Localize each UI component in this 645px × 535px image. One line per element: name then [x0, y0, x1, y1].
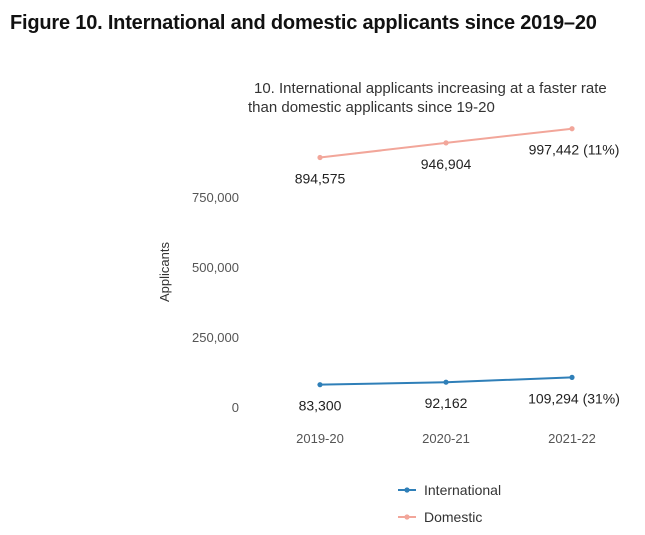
- data-point-international: [317, 382, 323, 388]
- data-label-domestic: 997,442 (11%): [529, 142, 620, 158]
- y-tick-label: 0: [232, 400, 239, 415]
- figure-title: Figure 10. International and domestic ap…: [10, 12, 597, 34]
- chart-title-line-2: than domestic applicants since 19-20: [248, 99, 495, 116]
- x-tick-label: 2020-21: [422, 431, 470, 446]
- legend-label-domestic: Domestic: [424, 509, 482, 525]
- legend-marker-domestic: [404, 514, 410, 520]
- chart-title-line-1: 10. International applicants increasing …: [254, 80, 607, 97]
- x-tick-label: 2019-20: [296, 431, 344, 446]
- data-label-domestic: 894,575: [295, 171, 346, 187]
- legend-label-international: International: [424, 482, 501, 498]
- x-tick-label: 2021-22: [548, 431, 596, 446]
- data-label-international: 83,300: [299, 398, 342, 414]
- data-point-domestic: [317, 154, 323, 161]
- legend-marker-international: [404, 487, 410, 493]
- y-tick-label: 750,000: [192, 190, 239, 205]
- data-label-domestic: 946,904: [421, 156, 472, 172]
- data-label-international: 92,162: [425, 395, 468, 411]
- y-axis-label: Applicants: [157, 242, 172, 302]
- data-label-international: 109,294 (31%): [528, 390, 620, 406]
- data-point-international: [443, 379, 449, 385]
- data-point-domestic: [569, 126, 575, 132]
- data-point-domestic: [443, 140, 449, 146]
- y-tick-label: 250,000: [192, 330, 239, 345]
- data-point-international: [569, 374, 575, 380]
- y-tick-label: 500,000: [192, 260, 239, 275]
